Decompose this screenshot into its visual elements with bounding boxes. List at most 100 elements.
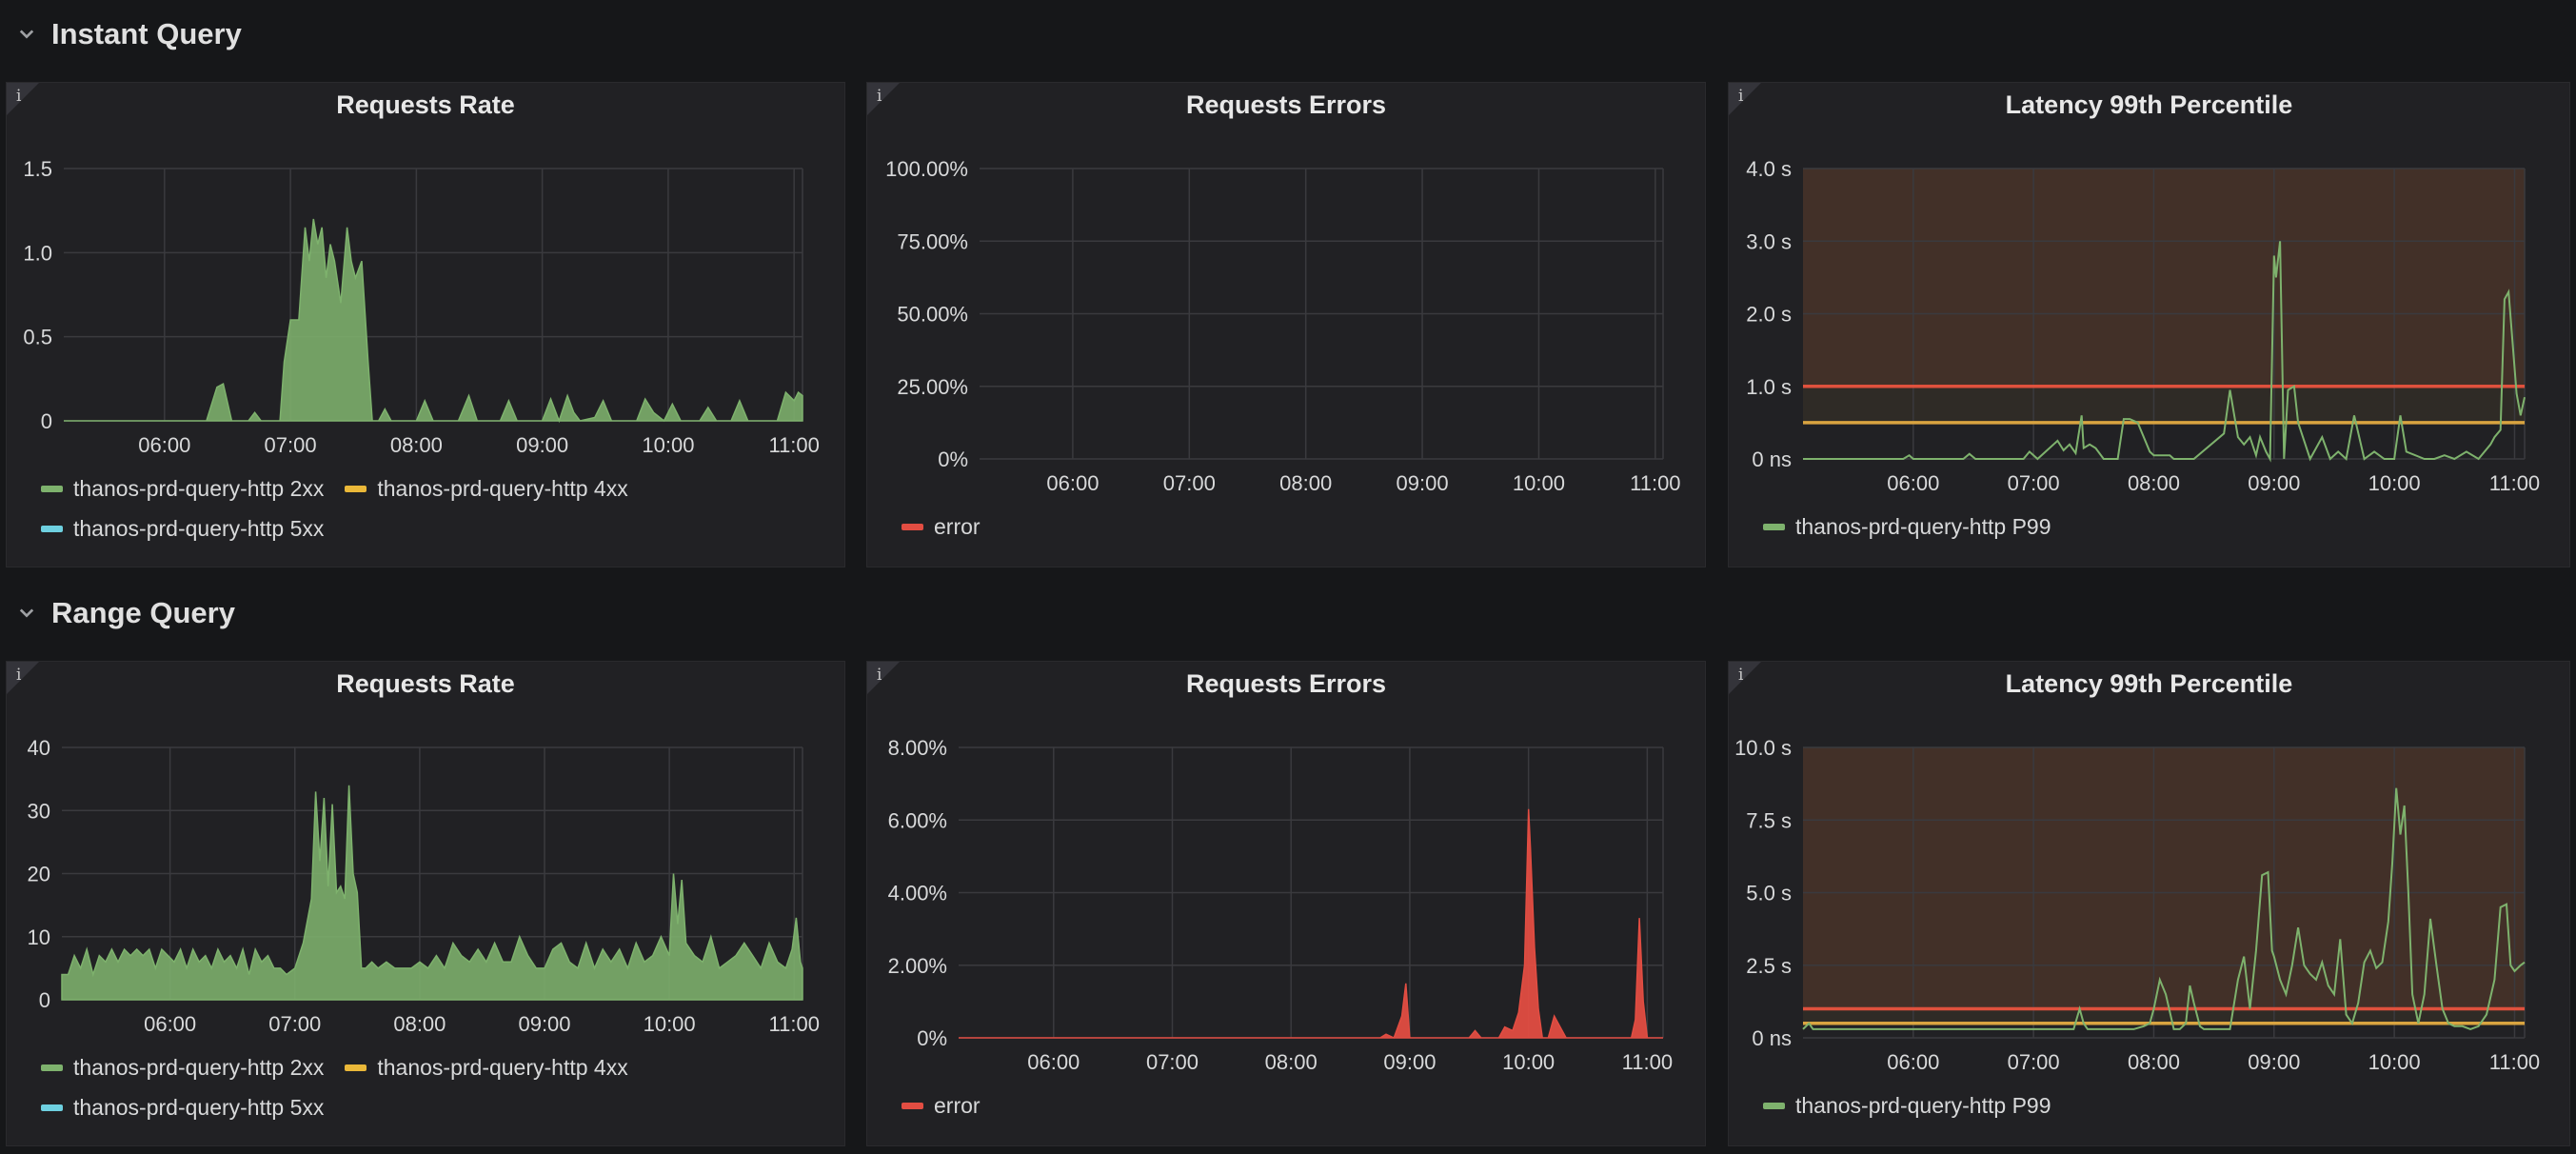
y-tick-label: 4.0 s: [1746, 157, 1792, 181]
y-tick-label: 3.0 s: [1746, 229, 1792, 253]
series-line-0[interactable]: [1802, 787, 2526, 1030]
y-tick-label: 75.00%: [897, 229, 968, 253]
x-tick-label: 10:00: [644, 1012, 696, 1036]
x-tick-label: 08:00: [1279, 471, 1332, 495]
x-tick-label: 11:00: [2489, 471, 2540, 495]
threshold-region: [1803, 169, 2525, 387]
legend-item[interactable]: thanos-prd-query-http 5xx: [41, 508, 324, 548]
threshold-region: [1803, 747, 2525, 1024]
legend-swatch: [345, 485, 367, 492]
legend-item[interactable]: thanos-prd-query-http 2xx: [41, 468, 324, 508]
panel-title[interactable]: Requests Errors: [1185, 90, 1387, 119]
x-tick-label: 09:00: [2248, 471, 2300, 495]
chart-svg[interactable]: 0 10 20 30 40 06:00 07:00 08:00 09:00 10:00 11:00: [7, 662, 846, 1147]
legend-item[interactable]: thanos-prd-query-http 5xx: [41, 1087, 324, 1127]
panel-title[interactable]: Requests Rate: [336, 669, 515, 698]
row-header-range-query[interactable]: Range Query: [0, 585, 235, 642]
chevron-down-icon[interactable]: [19, 606, 34, 621]
x-tick-label: 06:00: [1046, 471, 1099, 495]
legend-swatch: [1763, 1102, 1785, 1109]
threshold-region: [1803, 169, 2525, 423]
y-tick-label: 0%: [917, 1026, 947, 1050]
info-icon[interactable]: i: [1738, 666, 1744, 685]
legend: thanos-prd-query-http P99: [1763, 1085, 2548, 1125]
panel-info-corner[interactable]: [1729, 83, 1761, 115]
legend-item[interactable]: thanos-prd-query-http 2xx: [41, 1047, 324, 1087]
chart-svg[interactable]: 0% 25.00% 50.00% 75.00% 100.00% 06:00 07:00 08:…: [867, 83, 1707, 568]
legend-label: thanos-prd-query-http P99: [1795, 513, 2051, 539]
panel-info-corner[interactable]: [7, 83, 39, 115]
legend-swatch: [41, 1104, 63, 1111]
panel-latency-99th-percentile[interactable]: i Latency 99th Percentile 0 ns 1.0 s 2.0 s 3.…: [1728, 82, 2570, 567]
x-tick-label: 10:00: [1502, 1050, 1555, 1074]
panel-title[interactable]: Requests Rate: [336, 90, 515, 119]
info-icon[interactable]: i: [877, 87, 882, 106]
legend-label: thanos-prd-query-http 5xx: [73, 515, 325, 541]
legend-swatch: [345, 1064, 367, 1071]
x-tick-label: 07:00: [1163, 471, 1216, 495]
row-header-instant-query[interactable]: Instant Query: [0, 6, 242, 63]
legend-item[interactable]: thanos-prd-query-http 4xx: [345, 1047, 628, 1087]
x-tick-label: 06:00: [1027, 1050, 1080, 1074]
x-tick-label: 10:00: [1513, 471, 1565, 495]
panel-latency-99th-percentile[interactable]: i Latency 99th Percentile 0 ns 2.5 s 5.0 s 7.…: [1728, 661, 2570, 1146]
chart-svg[interactable]: 0% 2.00% 4.00% 6.00% 8.00% 06:00 07:00 08:00 09:…: [867, 662, 1707, 1147]
y-tick-label: 0%: [938, 448, 968, 471]
panel-title[interactable]: Latency 99th Percentile: [2005, 90, 2293, 119]
panel-requests-errors[interactable]: i Requests Errors 0% 2.00% 4.00% 6.00% 8.00% 06…: [866, 661, 1706, 1146]
legend-swatch: [902, 523, 923, 530]
panel-info-corner[interactable]: [867, 83, 900, 115]
y-tick-label: 2.0 s: [1746, 303, 1792, 327]
legend-item[interactable]: error: [902, 1085, 981, 1125]
x-tick-label: 06:00: [1887, 471, 1939, 495]
legend: thanos-prd-query-http P99: [1763, 507, 2548, 547]
x-tick-label: 10:00: [2368, 1050, 2421, 1074]
info-icon[interactable]: i: [16, 87, 22, 106]
chart-svg[interactable]: 0 0.5 1.0 1.5 06:00 07:00 08:00 09:00 10:00 11:00: [7, 83, 846, 568]
y-tick-label: 5.0 s: [1746, 882, 1792, 905]
x-tick-label: 08:00: [2128, 471, 2180, 495]
legend-label: thanos-prd-query-http 4xx: [377, 1054, 628, 1080]
y-tick-label: 50.00%: [897, 303, 968, 327]
y-tick-label: 4.00%: [888, 882, 947, 905]
legend-item[interactable]: thanos-prd-query-http P99: [1763, 507, 2051, 547]
chart-svg[interactable]: 0 ns 1.0 s 2.0 s 3.0 s 4.0 s 06:00 07:00 08:00 0…: [1729, 83, 2571, 568]
panel-info-corner[interactable]: [1729, 662, 1761, 694]
legend-item[interactable]: thanos-prd-query-http 4xx: [345, 468, 628, 508]
y-tick-label: 1.0 s: [1746, 375, 1792, 399]
info-icon[interactable]: i: [16, 666, 22, 685]
series-area-0[interactable]: [959, 808, 1663, 1040]
y-tick-label: 0 ns: [1752, 448, 1792, 471]
panel-info-corner[interactable]: [867, 662, 900, 694]
y-tick-label: 30: [28, 799, 50, 823]
series-area-0[interactable]: [61, 785, 803, 1001]
x-tick-label: 11:00: [1622, 1050, 1673, 1074]
panel-requests-rate[interactable]: i Requests Rate 0 10 20 30 40 06:00 07:00 08:00 09…: [6, 661, 845, 1146]
y-tick-label: 10.0 s: [1734, 736, 1792, 760]
panel-title[interactable]: Requests Errors: [1185, 669, 1387, 698]
y-tick-label: 2.00%: [888, 954, 947, 978]
panel-title[interactable]: Latency 99th Percentile: [2005, 669, 2293, 698]
series-line-0[interactable]: [1803, 241, 2526, 463]
x-tick-label: 06:00: [144, 1012, 196, 1036]
panel-info-corner[interactable]: [7, 662, 39, 694]
x-tick-label: 07:00: [265, 433, 317, 457]
legend-item[interactable]: error: [902, 507, 981, 547]
legend-item[interactable]: thanos-prd-query-http P99: [1763, 1085, 2051, 1125]
y-tick-label: 0: [39, 988, 50, 1012]
legend: error: [902, 1085, 1684, 1125]
info-icon[interactable]: i: [1738, 87, 1744, 106]
x-tick-label: 07:00: [2008, 1050, 2060, 1074]
legend-swatch: [41, 525, 63, 532]
chevron-down-icon[interactable]: [19, 27, 34, 42]
x-tick-label: 06:00: [1887, 1050, 1939, 1074]
panel-requests-rate[interactable]: i Requests Rate 0 0.5 1.0 1.5 06:00 07:00 08:00 0…: [6, 82, 845, 567]
info-icon[interactable]: i: [877, 666, 882, 685]
panel-requests-errors[interactable]: i Requests Errors 0% 25.00% 50.00% 75.00% 100.…: [866, 82, 1706, 567]
legend: thanos-prd-query-http 2xx thanos-prd-quer…: [41, 468, 707, 548]
legend-swatch: [902, 1102, 923, 1109]
series-area-0[interactable]: [64, 218, 803, 424]
y-tick-label: 100.00%: [885, 157, 968, 181]
y-tick-label: 1.0: [23, 241, 52, 265]
chart-svg[interactable]: 0 ns 2.5 s 5.0 s 7.5 s 10.0 s 06:00 07:00 08:00…: [1729, 662, 2571, 1147]
